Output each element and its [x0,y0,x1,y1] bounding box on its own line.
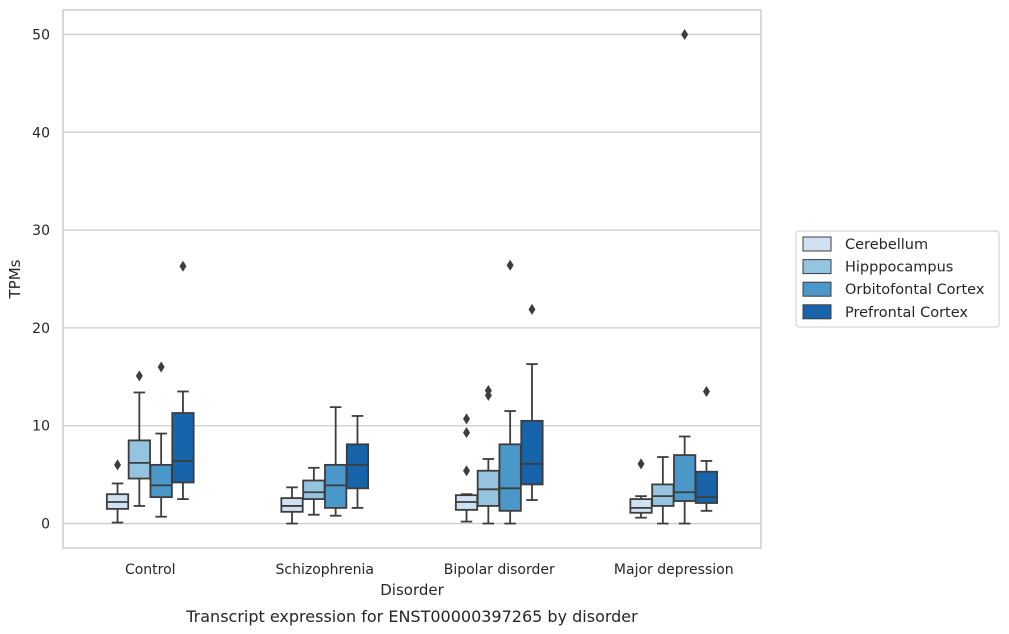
outlier-point [463,413,471,425]
plot-frame [62,9,762,549]
y-tick-label: 30 [32,223,50,239]
box-orbitofontal-cortex [324,406,348,517]
box-body [651,483,675,507]
legend-label: Cerebellum [845,237,928,253]
y-tick-label: 20 [32,321,50,337]
box-cerebellum [280,486,304,525]
outlier-point [179,260,187,272]
legend-swatch [802,281,832,297]
box-body [345,443,370,490]
box-body [498,443,522,512]
outlier-point [463,427,471,439]
outlier-point [157,361,165,373]
box-orbitofontal-cortex [498,259,522,525]
box-body [280,497,304,513]
box-body [629,498,653,514]
box-body [149,463,173,499]
y-tick-label: 10 [32,419,50,435]
legend-swatch [802,236,832,252]
legend-swatch [802,259,832,275]
box-cerebellum [105,459,130,524]
box-prefrontal-cortex [345,415,370,509]
x-tick-label: Bipolar disorder [444,562,555,578]
category-group [629,28,719,525]
box-body [673,454,697,502]
box-orbitofontal-cortex [149,361,173,518]
legend-label: Prefrontal Cortex [845,305,968,321]
legend-swatch [802,304,832,320]
box-body [324,463,348,509]
box-cerebellum [454,413,479,523]
y-tick-label: 50 [32,27,50,43]
outlier-point [506,259,514,271]
y-tick-label: 0 [41,517,50,533]
y-tick-labels: 0 10 20 30 40 50 [32,27,50,532]
box-prefrontal-cortex [694,385,719,512]
box-hipppocampus [127,370,151,507]
outlier-point [702,385,710,397]
y-tick-label: 40 [32,125,50,141]
outlier-point [681,28,689,40]
outlier-point [135,370,143,382]
box-prefrontal-cortex [520,303,544,501]
box-groups [105,28,719,525]
box-body [127,439,151,480]
box-prefrontal-cortex [171,260,195,500]
x-tick-label: Major depression [614,562,734,578]
legend-label: Orbitofontal Cortex [845,282,985,298]
box-body [171,412,195,484]
x-tick-labels: Control Schizophrenia Bipolar disorder Majo… [125,562,734,578]
x-axis-title: Disorder [380,581,444,599]
category-group [105,260,195,524]
legend: Cerebellum Hipppocampus Orbitofontal Corte… [795,230,1000,328]
box-body [476,469,500,507]
box-body [520,419,544,486]
category-group [454,259,544,525]
x-tick-label: Schizophrenia [276,562,374,578]
outlier-point [114,459,122,471]
y-axis-title: TPMs [6,259,24,299]
category-group [280,406,370,525]
box-body [694,470,719,504]
outlier-point [528,303,536,315]
x-tick-label: Control [125,562,176,578]
box-body [302,479,326,500]
box-hipppocampus [476,385,500,525]
legend-label: Hipppocampus [845,260,953,276]
outlier-point [637,458,645,470]
legend-frame [795,230,1000,328]
outlier-point [463,465,471,477]
chart-caption: Transcript expression for ENST0000039726… [185,607,638,626]
outlier-point [484,385,492,397]
